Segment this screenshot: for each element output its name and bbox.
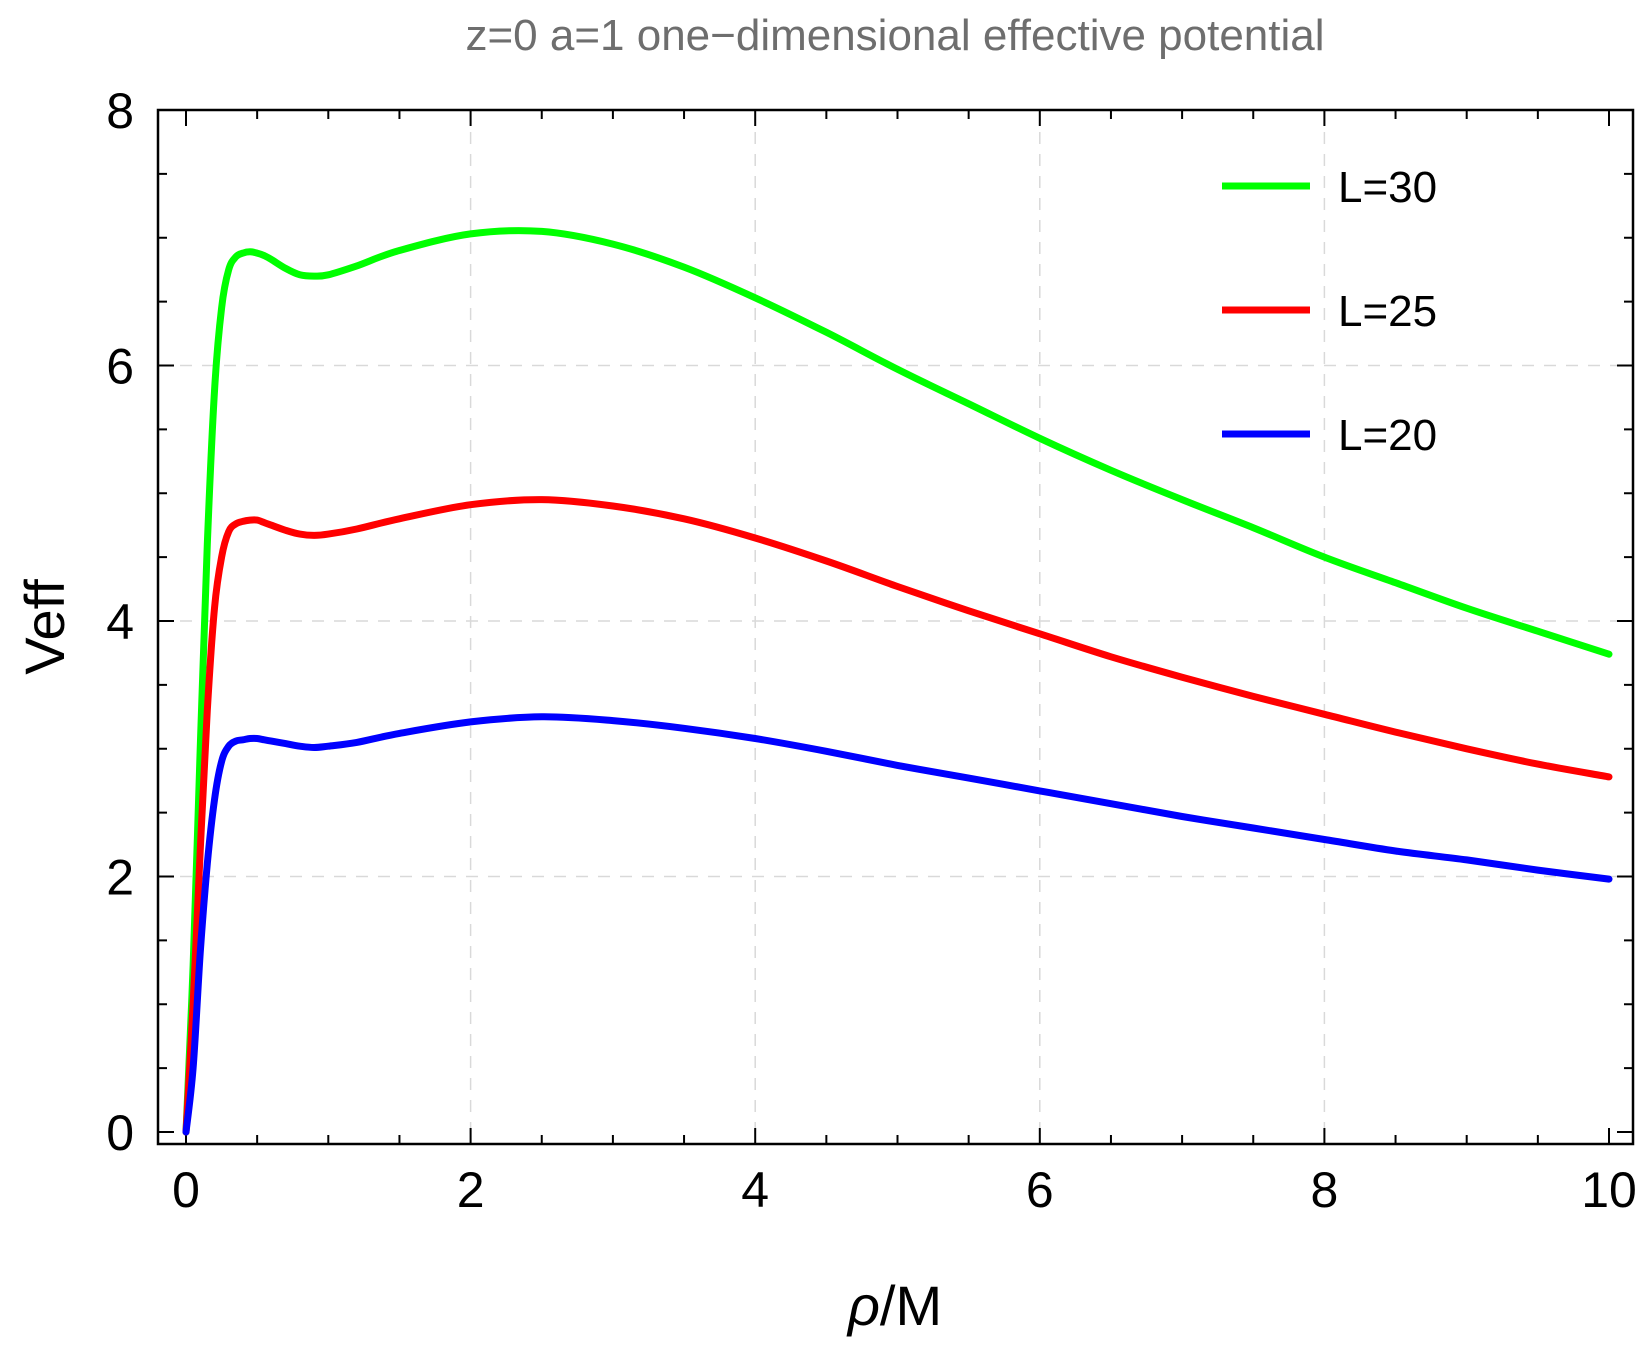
y-tick-label: 6 — [106, 339, 134, 395]
series-layer — [182, 227, 1613, 1136]
series-line-l-25 — [182, 496, 1613, 1136]
series-line-l-20 — [182, 713, 1613, 1136]
y-axis-label: Veff — [13, 579, 76, 675]
y-tick-label: 8 — [106, 83, 134, 139]
y-tick-label: 0 — [106, 1105, 134, 1161]
x-tick-label: 10 — [1581, 1162, 1637, 1218]
x-tick-label: 0 — [172, 1162, 200, 1218]
x-axis-symbol: ρ — [846, 1274, 880, 1337]
legend-label-l-25: L=25 — [1338, 287, 1437, 336]
series-line-l-30 — [182, 227, 1613, 1136]
x-axis-unit: /M — [880, 1274, 942, 1337]
grid — [158, 110, 1633, 1144]
ticks — [158, 109, 1633, 1144]
y-tick-label: 4 — [106, 594, 134, 650]
legend-label-l-20: L=20 — [1338, 411, 1437, 460]
chart-title: z=0 a=1 one−dimensional effective potent… — [465, 11, 1324, 60]
x-tick-label: 6 — [1026, 1162, 1054, 1218]
plot-frame — [156, 108, 1635, 1146]
tick-labels: 0 2 4 6 8 10 0 2 4 6 8 — [106, 83, 1637, 1218]
x-tick-label: 4 — [741, 1162, 769, 1218]
x-axis-label: ρ/M — [846, 1274, 942, 1337]
legend: L=30 L=25 L=20 — [1222, 163, 1437, 460]
legend-label-l-30: L=30 — [1338, 163, 1437, 212]
x-tick-label: 8 — [1310, 1162, 1338, 1218]
y-tick-label: 2 — [106, 850, 134, 906]
x-tick-label: 2 — [457, 1162, 485, 1218]
